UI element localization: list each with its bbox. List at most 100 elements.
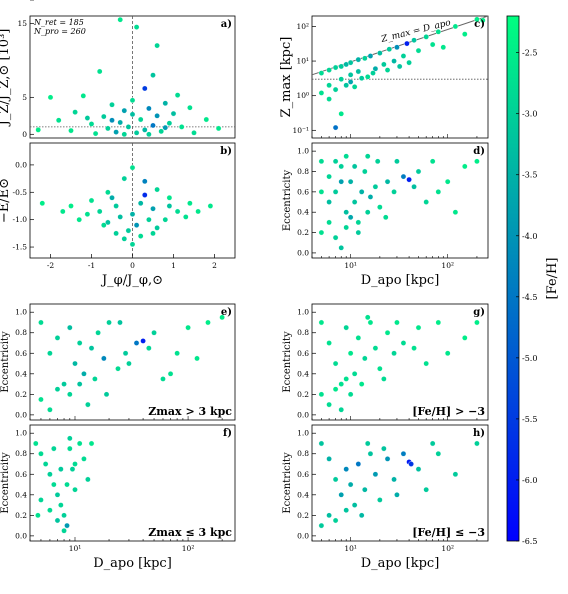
data-point	[362, 55, 368, 62]
y-tick-label: 0.6	[15, 349, 27, 358]
y-tick-label: 0.4	[15, 369, 27, 378]
y-tick-label: 5	[22, 93, 27, 102]
data-point	[391, 58, 397, 64]
data-point	[122, 350, 129, 357]
y-tick-label: 0.2	[297, 228, 309, 237]
data-point	[318, 189, 325, 195]
data-point	[364, 440, 371, 447]
data-point	[125, 227, 132, 234]
data-point	[47, 471, 53, 478]
data-point	[54, 335, 61, 341]
data-point	[396, 63, 403, 70]
panel-label: d)	[473, 146, 485, 157]
data-point	[178, 124, 185, 130]
data-point	[343, 224, 349, 231]
x-tick-label: 0	[130, 261, 135, 270]
y-axis-label-ecc: Eccentricity	[282, 331, 293, 393]
colorbar-tick-label: -5.0	[522, 354, 537, 363]
data-point	[137, 200, 144, 207]
y-tick-label: 0.8	[297, 167, 309, 176]
data-point	[76, 340, 83, 346]
data-point	[394, 319, 400, 326]
data-point	[370, 70, 376, 76]
data-point	[113, 230, 119, 237]
data-point	[406, 59, 412, 66]
y-tick-label: 0.0	[297, 410, 309, 419]
data-point	[150, 122, 156, 129]
data-point	[332, 158, 339, 165]
data-point	[146, 105, 152, 112]
data-point	[423, 199, 429, 205]
data-point	[332, 234, 339, 241]
data-point	[113, 203, 119, 209]
data-point	[338, 76, 345, 82]
data-point	[84, 211, 91, 217]
data-point	[58, 466, 64, 472]
data-point	[429, 440, 436, 447]
y-tick-label: 0.6	[297, 187, 309, 196]
data-point	[191, 130, 197, 136]
data-point	[355, 461, 362, 467]
y-axis-label-ecc: Eccentricity	[282, 169, 293, 231]
data-point	[452, 23, 459, 30]
data-point	[440, 44, 447, 51]
data-point	[415, 324, 422, 331]
data-point	[105, 219, 111, 226]
colorbar-tick-label: -3.5	[522, 171, 537, 180]
panel-frame	[311, 142, 489, 259]
data-point	[377, 497, 383, 503]
data-point	[358, 512, 365, 519]
data-point	[166, 203, 173, 209]
annotation-subset: [Fe/H] ≤ −3	[412, 526, 485, 539]
y-tick-label: -1.0	[13, 215, 28, 224]
data-point	[67, 324, 73, 331]
data-point	[117, 119, 123, 126]
data-point	[72, 109, 78, 115]
y-tick-label: 0.8	[297, 449, 309, 458]
data-point	[47, 507, 53, 514]
data-point	[125, 124, 132, 130]
data-point	[400, 53, 407, 59]
panel-label: b)	[220, 146, 232, 157]
x-tick-label: 2	[212, 261, 217, 270]
data-point	[381, 376, 387, 382]
data-point	[64, 522, 70, 529]
data-point	[141, 85, 148, 92]
data-point	[391, 350, 397, 357]
data-point	[68, 203, 74, 209]
data-point	[146, 216, 152, 223]
data-point	[355, 56, 362, 63]
panel-label: c)	[474, 19, 485, 30]
data-point	[358, 75, 365, 81]
data-point	[343, 153, 349, 160]
data-point	[146, 345, 152, 351]
data-point	[187, 104, 193, 111]
data-point	[151, 329, 157, 336]
data-point	[351, 84, 358, 90]
data-point	[160, 376, 166, 382]
data-point	[332, 124, 339, 131]
y-tick-label: 0.2	[15, 511, 27, 520]
y-tick-label: 0.0	[297, 531, 309, 540]
data-point	[343, 376, 349, 382]
panel-label: e)	[221, 307, 232, 318]
data-point	[113, 129, 119, 135]
data-point	[372, 471, 379, 478]
data-point	[133, 222, 140, 228]
data-point	[141, 178, 148, 185]
annotation-subset: Zmax ≤ 3 kpc	[148, 526, 232, 539]
data-point	[358, 189, 365, 195]
data-point	[137, 233, 144, 239]
data-point	[338, 492, 345, 498]
data-point	[351, 502, 358, 508]
data-point	[386, 46, 393, 52]
data-point	[154, 42, 160, 49]
data-point	[474, 158, 480, 165]
colorbar-tick-label: -4.0	[522, 232, 537, 241]
data-point	[355, 68, 362, 75]
data-point	[415, 466, 422, 472]
panel-g: 0.0 0.2 0.4 0.6 0.8 1.0 g) Eccentricity [Fe/H] >…	[282, 303, 489, 421]
data-point	[58, 502, 64, 508]
